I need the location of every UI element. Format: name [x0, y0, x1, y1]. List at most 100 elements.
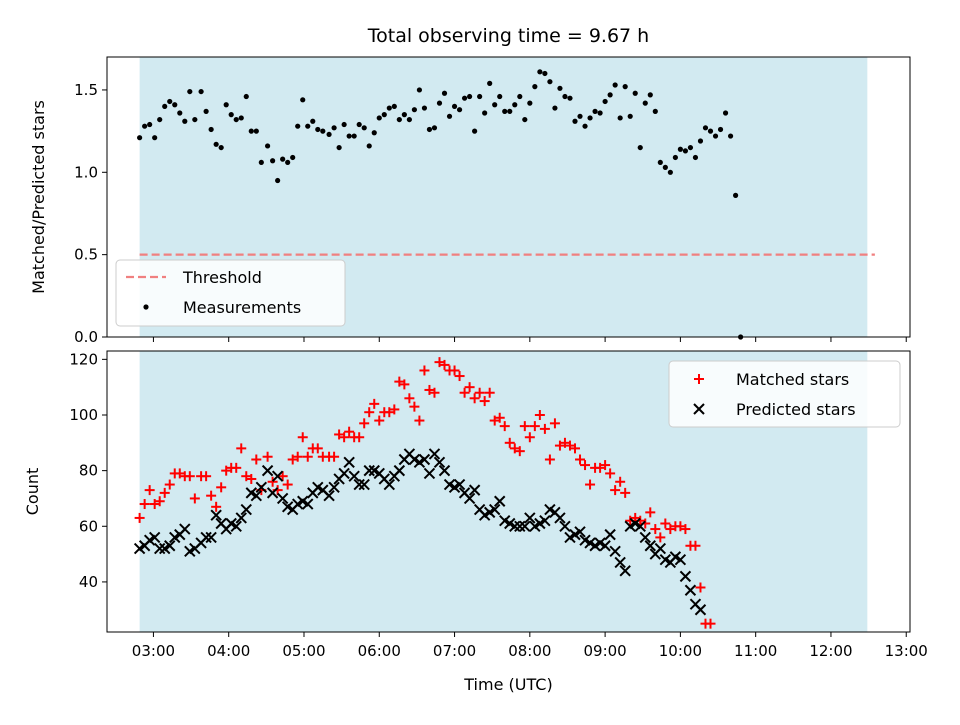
- matched-star-point: [695, 582, 706, 593]
- measurement-point: [597, 110, 603, 116]
- matched-star-point: [389, 404, 400, 415]
- measurement-point: [336, 144, 342, 151]
- measurement-point: [416, 87, 423, 93]
- measurement-point: [642, 100, 648, 106]
- matched-star-point: [464, 382, 475, 393]
- time-x-tick-label: 12:00: [809, 642, 852, 660]
- measurement-point: [142, 123, 148, 129]
- matched-star-point: [459, 387, 470, 398]
- matched-star-point: [509, 443, 520, 454]
- measurement-point: [667, 169, 673, 175]
- measurement-point: [682, 148, 689, 154]
- count-legend-box: [668, 360, 901, 428]
- predicted-star-point: [153, 542, 166, 555]
- predicted-star-point: [276, 492, 289, 505]
- matched-star-point: [139, 499, 150, 510]
- matched-star-point: [479, 396, 490, 407]
- predicted-star-point: [524, 512, 536, 524]
- matched-star-point: [267, 476, 278, 487]
- ratio-y-ticks: 0.0 0.5 1.0 1.5: [74, 81, 107, 346]
- matched-star-point: [575, 454, 586, 465]
- time-x-tick-label: 06:00: [358, 642, 401, 660]
- matched-star-point: [489, 415, 500, 426]
- matched-star-point: [282, 479, 293, 490]
- time-x-tick-label: 13:00: [885, 642, 928, 660]
- matched-star-point: [660, 518, 671, 529]
- legend-measurements-label: Measurements: [183, 298, 301, 317]
- measurement-point: [717, 126, 724, 133]
- matched-star-point: [134, 512, 145, 523]
- predicted-star-point: [433, 456, 446, 468]
- measurement-point: [361, 125, 367, 131]
- measurement-point: [472, 128, 478, 134]
- count-legend: Matched stars Predicted stars: [668, 360, 901, 428]
- measurement-point: [446, 113, 453, 119]
- predicted-star-point: [674, 553, 687, 566]
- measurement-point: [652, 108, 658, 114]
- predicted-star-point: [574, 526, 586, 538]
- measurement-point: [687, 144, 694, 151]
- matched-star-point: [429, 387, 440, 398]
- matched-star-point: [419, 365, 430, 376]
- predicted-star-point: [514, 520, 526, 532]
- matched-star-point: [149, 499, 160, 510]
- measurement-point: [300, 97, 306, 103]
- measurement-point: [487, 80, 493, 86]
- measurement-point: [692, 154, 699, 161]
- measurement-point: [366, 143, 372, 149]
- time-x-tick-label: 10:00: [659, 642, 702, 660]
- measurement-point: [233, 116, 239, 123]
- measurement-point: [305, 123, 311, 129]
- matched-star-point: [665, 524, 676, 535]
- measurement-point: [677, 146, 683, 152]
- legend-predicted-swatch: [693, 403, 705, 415]
- predicted-star-point: [200, 531, 212, 544]
- ratio-x-ticks: [152, 337, 907, 342]
- predicted-star-point: [363, 464, 375, 477]
- measurement-point: [285, 159, 291, 166]
- measurement-point: [162, 103, 168, 110]
- predicted-star-point: [639, 531, 651, 544]
- measurement-point: [617, 115, 623, 121]
- count-panel-frame: [106, 350, 911, 633]
- measurement-point: [238, 115, 244, 121]
- matched-star-point: [595, 462, 606, 473]
- measurement-point: [320, 128, 326, 134]
- legend-measurements-swatch: [143, 304, 149, 310]
- matched-star-point: [474, 387, 485, 398]
- count-y-ticks: 40 60 80 100 120: [69, 350, 107, 591]
- matched-star-point: [159, 487, 170, 498]
- predicted-star-point: [609, 545, 621, 558]
- matched-star-point: [494, 412, 505, 423]
- matched-star-point: [600, 460, 611, 471]
- matched-star-point: [439, 359, 450, 370]
- measurement-point: [192, 116, 198, 123]
- measurement-point: [702, 125, 709, 131]
- measurement-point: [208, 126, 214, 133]
- predicted-stars-series: [133, 448, 707, 616]
- measurement-point: [213, 141, 219, 147]
- measurement-point: [662, 164, 668, 170]
- measurement-point: [602, 98, 608, 105]
- ratio-y-tick-label: 1.0: [74, 163, 98, 181]
- measurement-point: [228, 112, 234, 118]
- matched-star-point: [630, 512, 641, 523]
- measurement-point: [381, 112, 387, 118]
- predicted-star-point: [338, 467, 350, 480]
- measurement-point: [672, 154, 678, 161]
- matched-star-point: [221, 465, 232, 476]
- matched-star-point: [246, 473, 257, 484]
- time-x-ticks: 03:00 04:00 05:00 06:00 07:00 08:00 09:00 10:00…: [132, 632, 928, 660]
- measurement-point: [707, 128, 714, 134]
- measurement-point: [356, 121, 362, 128]
- measurement-point: [492, 102, 498, 108]
- matched-star-point: [359, 418, 370, 429]
- matched-star-point: [312, 443, 323, 454]
- measurement-point: [557, 85, 563, 91]
- measurement-point: [351, 133, 357, 139]
- matched-star-point: [399, 379, 410, 390]
- measurement-point: [426, 126, 433, 133]
- matched-star-point: [344, 426, 355, 437]
- measurement-point: [436, 100, 443, 106]
- measurement-point: [562, 93, 568, 100]
